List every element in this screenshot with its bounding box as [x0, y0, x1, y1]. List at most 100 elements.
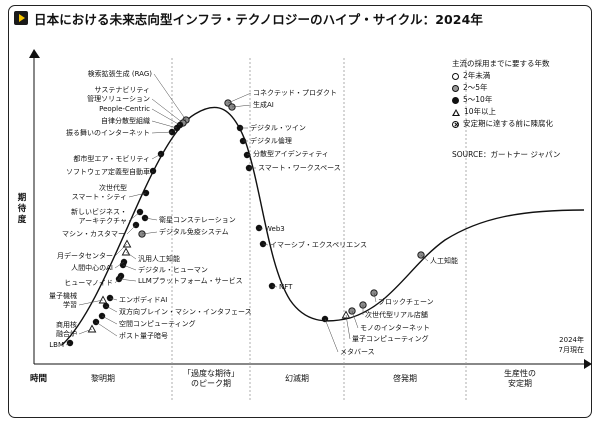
- technology-label: ブロックチェーン: [378, 297, 434, 306]
- leader-line: [144, 217, 158, 221]
- technology-label: 生成AI: [253, 100, 274, 109]
- leader-line: [231, 104, 252, 108]
- technology-label: 次世代型リアル店舗: [365, 310, 428, 319]
- marker-10yr-plus: [122, 239, 132, 248]
- leader-line: [126, 224, 137, 235]
- technology-label: デジタル倫理: [250, 136, 292, 145]
- leader-line: [65, 342, 71, 346]
- leader-line: [373, 292, 377, 303]
- source-note: SOURCE：ガートナー ジャパン: [452, 150, 561, 159]
- title-bar: 日本における未来志向型インフラ・テクノロジーのハイプ・サイクル：2024年: [14, 8, 483, 28]
- leader-line: [246, 153, 252, 156]
- leader-line: [262, 243, 269, 246]
- legend-heading: 主流の採用までに要する年数: [452, 59, 550, 68]
- technology-label: スマート・ワークスペース: [258, 164, 341, 172]
- technology-label: 人工知能: [430, 256, 458, 265]
- leader-line: [271, 285, 278, 288]
- leader-line: [109, 297, 118, 301]
- leader-line: [78, 328, 93, 335]
- y-axis-label: 期待度: [17, 192, 27, 225]
- leader-line: [141, 231, 158, 235]
- circle-icon: [452, 84, 459, 92]
- curve-layer: [61, 106, 585, 346]
- legend-item: 10年以上: [452, 106, 553, 118]
- technology-label: 商用核融合炉: [56, 320, 77, 338]
- technology-label: 振る舞いのインターネット: [66, 128, 150, 137]
- crossed-circle-icon: [452, 120, 459, 128]
- technology-label: LBM: [49, 341, 64, 349]
- leader-line: [258, 227, 264, 230]
- legend-item: 安定期に達する前に陳腐化: [452, 118, 553, 130]
- date-note-year: 2024年: [559, 336, 584, 344]
- technology-label: NFT: [279, 283, 293, 291]
- technology-label: LLMプラットフォーム・サービス: [138, 276, 243, 285]
- leader-line: [153, 73, 187, 121]
- technology-label: ヒューマノイド: [64, 279, 113, 287]
- y-axis-arrow-icon: [29, 49, 40, 58]
- phase-label: 「過度な期待」のピーク期: [183, 368, 239, 388]
- technology-label: デジタル免疫システム: [159, 227, 229, 236]
- technology-label: 空間コンピューティング: [119, 319, 196, 328]
- legend: 主流の採用までに要する年数 2年未満 2～5年 5～10年 10年以上 安定期に達する前…: [452, 58, 553, 130]
- technology-label: Web3: [265, 225, 285, 233]
- phase-label: 黎明期: [91, 373, 115, 383]
- technology-label: 自律分散型組織: [101, 116, 150, 125]
- technology-label: ソフトウェア定義型自動車: [66, 167, 150, 176]
- technology-label: 双方向ブレイン・マシン・インタフェース: [119, 307, 252, 316]
- leader-line: [114, 275, 122, 284]
- triangle-icon: [452, 108, 460, 116]
- phase-label: 幻滅期: [285, 373, 309, 383]
- phase-labels: 黎明期 「過度な期待」のピーク期 幻滅期 啓発期 生産性の安定期: [91, 368, 536, 388]
- legend-item: 2～5年: [452, 82, 553, 94]
- technology-label: 次世代型スマート・シティ: [72, 183, 127, 201]
- technology-label: 月データセンター: [57, 251, 113, 260]
- x-axis-arrow-icon: [584, 359, 592, 369]
- leader-line: [227, 92, 252, 104]
- leader-line: [95, 321, 118, 337]
- technology-label: 分散型アイデンティティ: [253, 149, 329, 158]
- technology-label: People-Centric: [99, 105, 150, 113]
- date-note: 2024年 7月現在: [559, 335, 584, 355]
- technology-label: 汎用人工知能: [138, 254, 180, 263]
- technology-marks: [66, 99, 425, 347]
- phase-label: 啓発期: [393, 373, 417, 383]
- chart-title: 日本における未来志向型インフラ・テクノロジーのハイプ・サイクル：2024年: [34, 11, 483, 27]
- leader-line: [151, 153, 162, 160]
- leader-line: [420, 254, 429, 262]
- hype-curve: [61, 106, 585, 346]
- leader-line: [151, 108, 181, 126]
- leader-line: [114, 261, 125, 269]
- play-triangle-icon: [14, 11, 28, 25]
- leader-line: [122, 264, 137, 271]
- legend-item-label: 安定期に達する前に陳腐化: [463, 119, 553, 128]
- technology-label: 都市型エア・モビリティ: [73, 154, 150, 163]
- technology-label: モノのインターネット: [360, 323, 430, 332]
- leader-line: [151, 120, 178, 129]
- technology-label: 新しいビジネス・アーキテクチャ: [71, 207, 127, 225]
- legend-item-label: 5～10年: [463, 95, 493, 104]
- circle-icon: [452, 96, 459, 104]
- leader-line: [351, 310, 359, 329]
- phase-label: 生産性の安定期: [504, 368, 536, 388]
- leader-line: [118, 278, 137, 282]
- technology-label: デジタル・ツイン: [250, 123, 306, 132]
- marker-10yr-plus: [98, 295, 108, 304]
- circle-icon: [452, 72, 459, 80]
- x-axis-label: 時間: [30, 373, 47, 384]
- technology-label: コネクテッド・プロダクト: [253, 88, 337, 97]
- legend-item-label: 10年以上: [464, 107, 497, 116]
- leader-line: [151, 98, 184, 124]
- leader-line: [151, 131, 173, 134]
- chart-frame: [8, 5, 592, 418]
- leader-line: [101, 315, 118, 325]
- technology-label: 検索拡張生成 (RAG): [88, 69, 153, 78]
- marker-10yr-plus: [87, 324, 97, 333]
- leader-line: [128, 211, 141, 222]
- technology-label: 人間中心のAI: [71, 263, 113, 272]
- technology-label: 量子機械学習: [49, 291, 77, 309]
- technology-label: イマーシブ・エクスペリエンス: [270, 240, 367, 249]
- leader-line: [151, 170, 154, 173]
- leader-line: [128, 192, 147, 198]
